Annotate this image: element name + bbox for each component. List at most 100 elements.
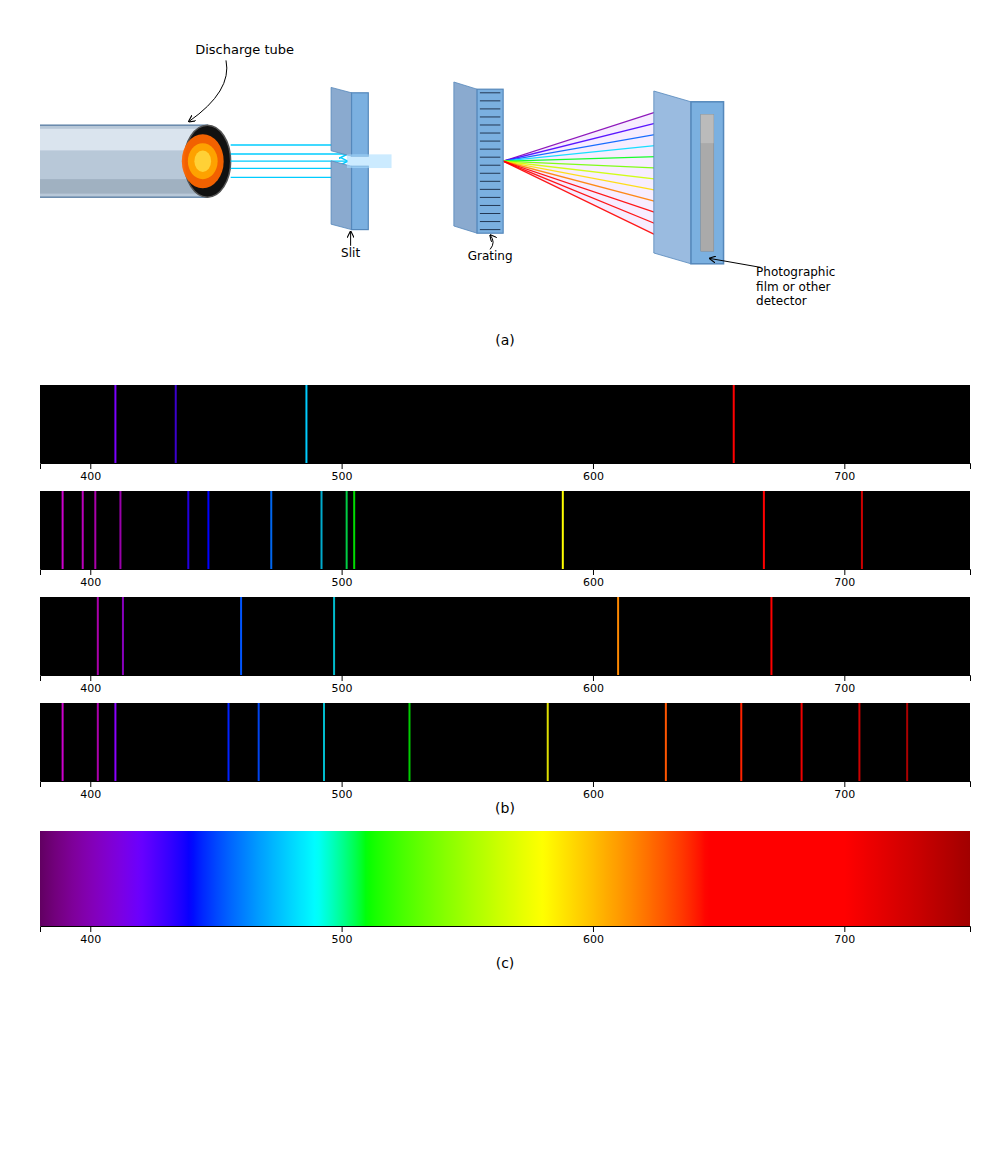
grating-line [480,124,500,125]
annotation: Slit [341,245,360,259]
x-axis: 400500600700 [41,463,971,483]
emission-line [770,597,772,675]
tick-mark [342,926,343,932]
emission-line [353,491,355,569]
slit-side [331,161,351,230]
tick-mark [90,569,91,575]
pointer-arrow [350,231,351,245]
grating-line [480,149,500,150]
tick-label: 500 [332,576,353,589]
emission-line [228,703,230,781]
tick-mark [844,569,845,575]
tick-label: 700 [834,470,855,483]
x-tick: 700 [834,569,855,589]
grating-line [480,116,500,117]
emission-line [97,597,99,675]
grating-line [480,108,500,109]
axis-domain [41,464,971,470]
tick-mark [593,463,594,469]
emission-line [114,703,116,781]
emission-line [97,703,99,781]
tick-label: 400 [80,788,101,801]
annotation-line: Slit [341,245,360,259]
x-tick: 500 [332,675,353,695]
grating-line [480,92,500,93]
grating-line [480,213,500,214]
grating-line [480,100,500,101]
emission-line [305,385,307,463]
film-inner [701,114,714,251]
emission-line [62,703,64,781]
pointer-arrow [490,235,493,249]
tick-mark [593,926,594,932]
tick-label: 400 [80,470,101,483]
tick-label: 400 [80,933,101,946]
x-tick: 400 [80,569,101,589]
tick-label: 500 [332,682,353,695]
grating-line [480,181,500,182]
emission-line [323,703,325,781]
x-tick: 400 [80,463,101,483]
x-tick: 700 [834,463,855,483]
tube-highlight [40,129,198,151]
x-tick: 500 [332,926,353,946]
annotation-line: Grating [468,249,513,263]
tick-mark [90,675,91,681]
continuous-spectrum [40,831,970,926]
tick-mark [593,569,594,575]
axis-domain [41,927,971,933]
tick-label: 600 [583,470,604,483]
grating-line [480,165,500,166]
x-tick: 600 [583,675,604,695]
tick-mark [90,926,91,932]
x-tick: 700 [834,926,855,946]
annotation-line: film or other [756,280,831,294]
emission-line [408,703,410,781]
film-frame [691,102,724,264]
tick-label: 700 [834,576,855,589]
tick-label: 400 [80,682,101,695]
tick-label: 500 [332,933,353,946]
grating-line [480,229,500,230]
emission-line [333,597,335,675]
annotation-line: Photographic [756,265,835,279]
emission-line [801,703,803,781]
spectrum-lines [98,597,772,675]
x-axis: 400 500 600 700 [41,675,971,695]
annotation: (a) [495,332,515,348]
grating-line [480,157,500,158]
annotation: Discharge tube [195,42,294,57]
tick-label: 600 [583,788,604,801]
slit-block [352,93,369,156]
tick-mark [90,463,91,469]
light-ray [231,161,347,162]
x-tick: 500 [332,569,353,589]
emission-line [562,491,564,569]
tick-mark [342,569,343,575]
tick-mark [90,781,91,787]
grating-line [480,205,500,206]
x-axis: 400500600700 [41,781,971,801]
light-ray [231,168,347,169]
panel-label: (c) [496,955,515,971]
tube-shadow [40,179,198,193]
grating [477,89,503,233]
emission-line [270,491,272,569]
emission-line [207,491,209,569]
grating-side [454,82,477,233]
emission-line [240,597,242,675]
x-tick: 600 [583,463,604,483]
emission-line [187,491,189,569]
x-tick: 600 [583,781,604,801]
film-side [654,91,691,264]
emission-line [547,703,549,781]
plot-background [40,703,970,781]
x-tick: 700 [834,675,855,695]
axis-domain [41,782,971,788]
x-tick: 600 [583,569,604,589]
tick-mark [844,926,845,932]
emission-line [346,491,348,569]
emission-line [119,491,121,569]
emission-line [740,703,742,781]
emission-line [617,597,619,675]
